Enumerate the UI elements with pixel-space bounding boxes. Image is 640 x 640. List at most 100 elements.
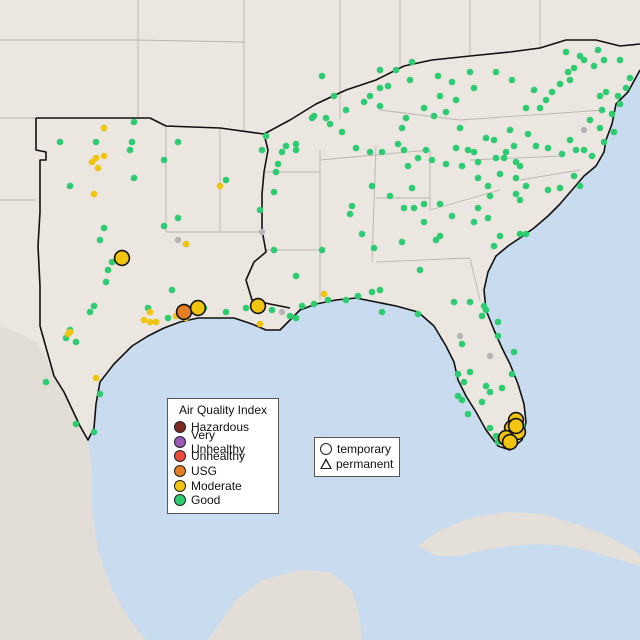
- monitor-good[interactable]: [458, 162, 466, 170]
- monitor-good[interactable]: [590, 62, 598, 70]
- monitor-good[interactable]: [610, 128, 618, 136]
- monitor-good[interactable]: [588, 152, 596, 160]
- monitor-good[interactable]: [322, 114, 330, 122]
- monitor-moderate[interactable]: [146, 308, 154, 316]
- monitor-good[interactable]: [542, 96, 550, 104]
- monitor-good[interactable]: [464, 410, 472, 418]
- monitor-moderate[interactable]: [64, 330, 72, 338]
- monitor-good[interactable]: [622, 84, 630, 92]
- monitor-good[interactable]: [558, 150, 566, 158]
- monitor-good[interactable]: [346, 210, 354, 218]
- monitor-good[interactable]: [160, 222, 168, 230]
- monitor-good[interactable]: [572, 146, 580, 154]
- monitor-moderate[interactable]: [92, 154, 100, 162]
- monitor-good[interactable]: [510, 348, 518, 356]
- monitor-good[interactable]: [566, 76, 574, 84]
- monitor-good[interactable]: [270, 246, 278, 254]
- monitor-good[interactable]: [286, 312, 294, 320]
- monitor-good[interactable]: [92, 138, 100, 146]
- monitor-good[interactable]: [482, 134, 490, 142]
- monitor-good[interactable]: [104, 266, 112, 274]
- monitor-good[interactable]: [174, 214, 182, 222]
- monitor-good[interactable]: [498, 384, 506, 392]
- monitor-good[interactable]: [580, 146, 588, 154]
- monitor-no-data[interactable]: [580, 126, 588, 134]
- monitor-good[interactable]: [470, 84, 478, 92]
- monitor-good[interactable]: [42, 378, 50, 386]
- monitor-good[interactable]: [66, 182, 74, 190]
- monitor-good[interactable]: [358, 230, 366, 238]
- monitor-good[interactable]: [452, 144, 460, 152]
- monitor-good[interactable]: [530, 86, 538, 94]
- monitor-good[interactable]: [576, 182, 584, 190]
- monitor-good[interactable]: [474, 174, 482, 182]
- monitor-good[interactable]: [96, 390, 104, 398]
- monitor-good[interactable]: [430, 112, 438, 120]
- monitor-good[interactable]: [352, 144, 360, 152]
- monitor-good[interactable]: [500, 154, 508, 162]
- monitor-good[interactable]: [508, 76, 516, 84]
- monitor-good[interactable]: [378, 308, 386, 316]
- monitor-good[interactable]: [292, 314, 300, 322]
- monitor-good[interactable]: [608, 110, 616, 118]
- monitor-good[interactable]: [376, 286, 384, 294]
- monitor-moderate[interactable]: [256, 320, 264, 328]
- monitor-good[interactable]: [292, 272, 300, 280]
- monitor-good[interactable]: [616, 100, 624, 108]
- monitor-good[interactable]: [278, 148, 286, 156]
- monitor-good[interactable]: [394, 140, 402, 148]
- monitor-good[interactable]: [402, 114, 410, 122]
- monitor-good[interactable]: [474, 158, 482, 166]
- monitor-good[interactable]: [512, 190, 520, 198]
- monitor-good[interactable]: [310, 112, 318, 120]
- monitor-good[interactable]: [408, 58, 416, 66]
- monitor-good[interactable]: [566, 136, 574, 144]
- monitor-moderate[interactable]: [320, 290, 328, 298]
- monitor-good[interactable]: [490, 242, 498, 250]
- monitor-good[interactable]: [270, 188, 278, 196]
- monitor-good[interactable]: [360, 98, 368, 106]
- monitor-good[interactable]: [598, 106, 606, 114]
- monitor-moderate-highlight[interactable]: [189, 299, 207, 317]
- monitor-good[interactable]: [626, 74, 634, 82]
- monitor-moderate[interactable]: [100, 152, 108, 160]
- monitor-moderate-highlight[interactable]: [249, 297, 267, 315]
- monitor-good[interactable]: [436, 232, 444, 240]
- monitor-good[interactable]: [72, 420, 80, 428]
- monitor-moderate[interactable]: [100, 124, 108, 132]
- monitor-good[interactable]: [478, 312, 486, 320]
- monitor-good[interactable]: [616, 56, 624, 64]
- monitor-good[interactable]: [508, 370, 516, 378]
- monitor-good[interactable]: [492, 154, 500, 162]
- monitor-good[interactable]: [368, 288, 376, 296]
- monitor-good[interactable]: [398, 124, 406, 132]
- monitor-good[interactable]: [416, 266, 424, 274]
- monitor-moderate[interactable]: [146, 318, 154, 326]
- monitor-good[interactable]: [544, 186, 552, 194]
- monitor-moderate[interactable]: [88, 158, 96, 166]
- monitor-good[interactable]: [486, 424, 494, 432]
- monitor-good[interactable]: [414, 154, 422, 162]
- monitor-moderate-highlight[interactable]: [501, 433, 519, 451]
- monitor-moderate-highlight[interactable]: [507, 417, 525, 435]
- monitor-usg-highlight[interactable]: [175, 303, 193, 321]
- monitor-good[interactable]: [420, 200, 428, 208]
- monitor-good[interactable]: [506, 126, 514, 134]
- monitor-good[interactable]: [602, 88, 610, 96]
- monitor-no-data[interactable]: [258, 228, 266, 236]
- monitor-good[interactable]: [544, 144, 552, 152]
- monitor-good[interactable]: [436, 200, 444, 208]
- monitor-good[interactable]: [366, 92, 374, 100]
- monitor-good[interactable]: [596, 92, 604, 100]
- monitor-good[interactable]: [496, 170, 504, 178]
- monitor-good[interactable]: [130, 118, 138, 126]
- monitor-good[interactable]: [570, 172, 578, 180]
- monitor-good[interactable]: [486, 388, 494, 396]
- monitor-good[interactable]: [556, 80, 564, 88]
- monitor-good[interactable]: [400, 146, 408, 154]
- monitor-good[interactable]: [458, 340, 466, 348]
- monitor-good[interactable]: [326, 120, 334, 128]
- monitor-good[interactable]: [448, 78, 456, 86]
- monitor-good[interactable]: [130, 174, 138, 182]
